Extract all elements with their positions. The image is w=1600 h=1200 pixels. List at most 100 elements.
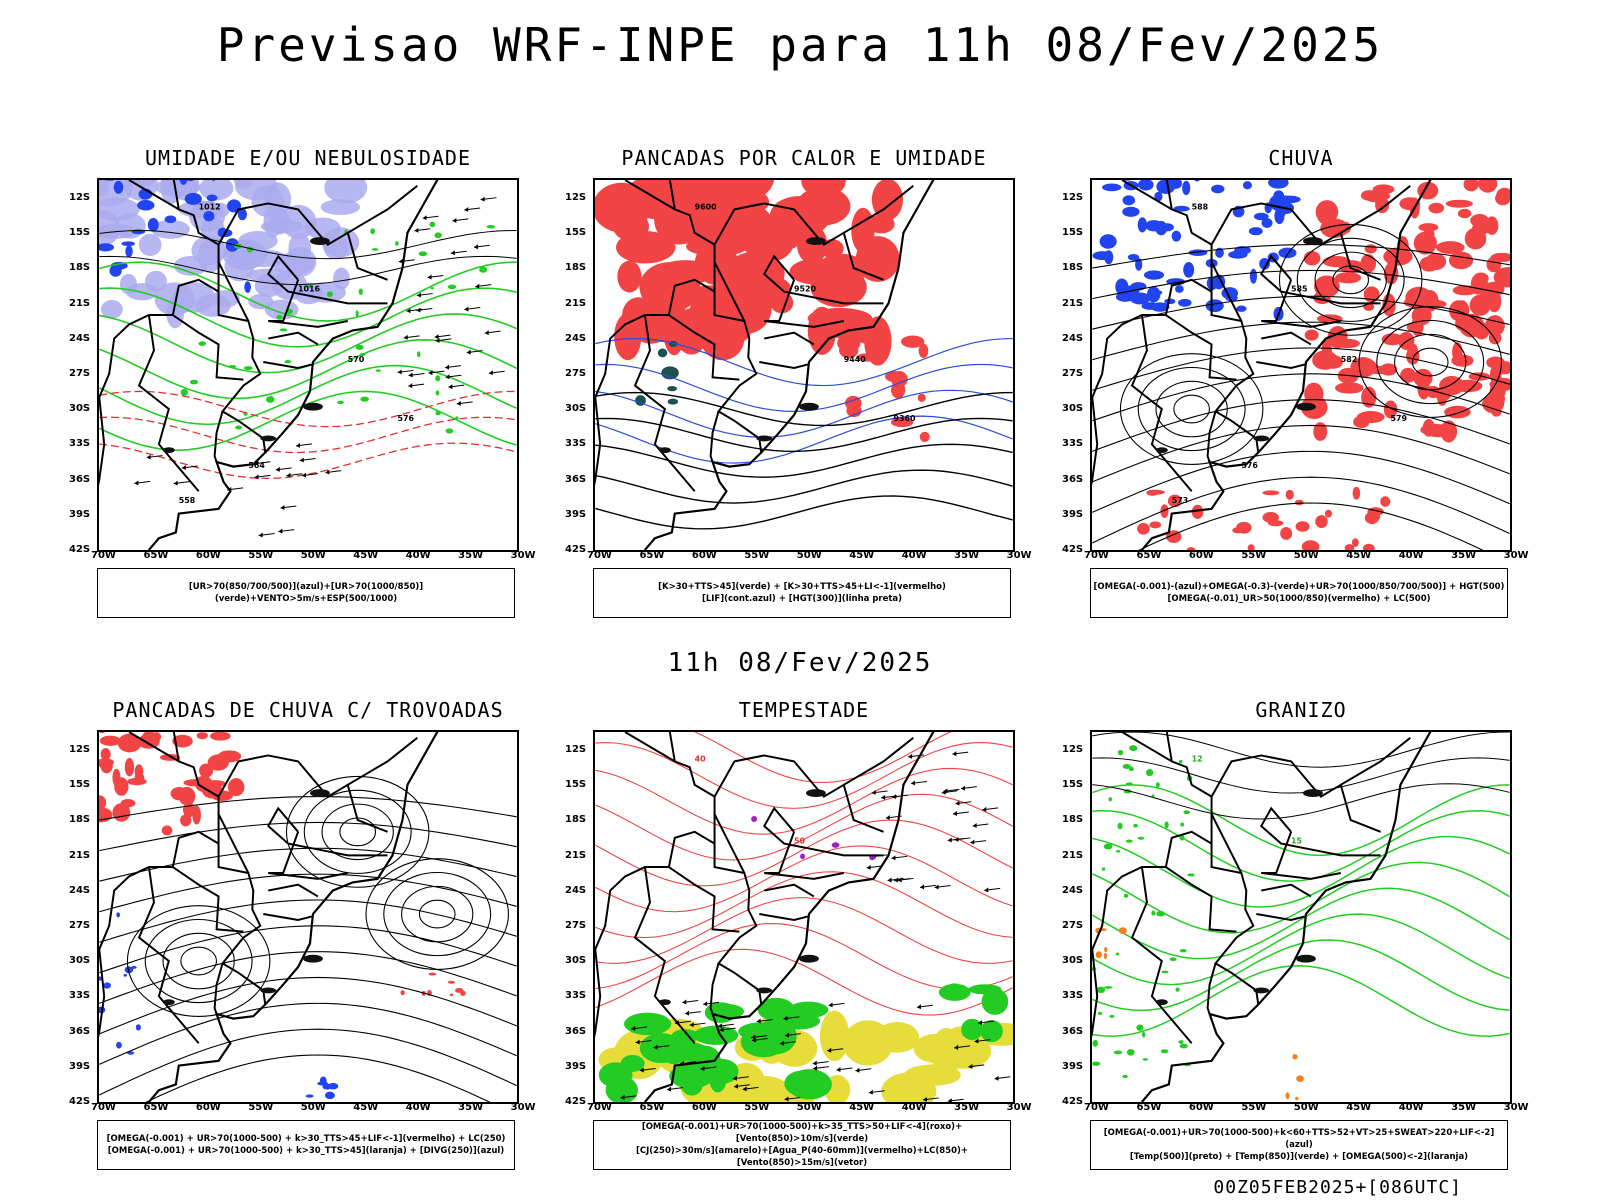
wind-arrow-head bbox=[488, 370, 493, 376]
shaded-field bbox=[1285, 1054, 1304, 1101]
shade-cell bbox=[1304, 329, 1319, 341]
shade-cell bbox=[1205, 299, 1224, 313]
latitude-tick-label: 15S bbox=[1062, 779, 1084, 791]
state-border bbox=[1340, 185, 1411, 234]
state-border bbox=[217, 813, 250, 874]
lake-shape bbox=[1253, 435, 1270, 442]
shade-cell bbox=[371, 248, 379, 251]
wind-arrow-head bbox=[756, 1018, 761, 1024]
wind-arrow-head bbox=[984, 887, 989, 893]
shade-cell bbox=[479, 266, 488, 273]
longitude-tick-label: 40W bbox=[901, 1102, 927, 1113]
shade-cell bbox=[1472, 222, 1491, 235]
shade-cell bbox=[639, 262, 701, 313]
shade-cell bbox=[1115, 849, 1121, 853]
shade-cell bbox=[324, 1091, 335, 1100]
wind-arrow-head bbox=[974, 1038, 979, 1044]
shade-cell bbox=[337, 400, 344, 405]
shade-cell bbox=[358, 288, 363, 295]
shade-cell bbox=[1103, 986, 1113, 989]
wind-arrow-head bbox=[456, 400, 461, 406]
shade-cell bbox=[1463, 180, 1479, 192]
latitude-tick-label: 36S bbox=[565, 1025, 587, 1037]
shade-cell bbox=[131, 965, 137, 969]
shade-cell bbox=[1123, 893, 1129, 898]
streamline bbox=[1092, 450, 1510, 513]
wind-arrow-head bbox=[296, 442, 301, 448]
state-border bbox=[759, 913, 809, 921]
legend-line: [OMEGA(-0.001)-(azul)+OMEGA(-0.3)-(verde… bbox=[1093, 582, 1505, 592]
wind-arrow-head bbox=[416, 292, 421, 298]
shaded-field bbox=[99, 732, 245, 836]
shade-cell bbox=[1249, 268, 1258, 284]
contour-line bbox=[595, 742, 1013, 809]
shade-cell bbox=[430, 287, 434, 290]
state-border bbox=[709, 963, 720, 1015]
longitude-tick-label: 55W bbox=[1241, 1102, 1267, 1113]
latitude-tick-label: 21S bbox=[69, 849, 91, 861]
forecast-map: 1012 1016 570 576 564 558 bbox=[97, 178, 519, 552]
latitude-tick-label: 12S bbox=[1062, 744, 1084, 755]
wind-arrow-head bbox=[911, 780, 915, 786]
shade-cell bbox=[1136, 1024, 1144, 1031]
contour-label: 12 bbox=[1192, 754, 1203, 763]
wind-arrow-head bbox=[742, 1086, 747, 1092]
legend-line: [CJ(250)>30m/s](amarelo)+[Agua_P(40-60mm… bbox=[635, 1146, 969, 1168]
wind-arrow-head bbox=[970, 839, 975, 845]
state-border bbox=[217, 843, 267, 1005]
forecast-map: 588 585 582 579 576 573 bbox=[1090, 178, 1512, 552]
shade-cell bbox=[980, 1019, 1003, 1043]
latitude-tick-label: 24S bbox=[69, 332, 91, 344]
shade-cell bbox=[1242, 181, 1252, 190]
shaded-field bbox=[595, 180, 904, 366]
shade-cell bbox=[961, 1018, 984, 1041]
streamline bbox=[99, 847, 517, 882]
shade-cell bbox=[1129, 745, 1138, 752]
state-border bbox=[764, 831, 844, 880]
shade-cell bbox=[1296, 1075, 1304, 1082]
shade-cell bbox=[194, 294, 231, 317]
shade-cell bbox=[1469, 294, 1491, 316]
longitude-tick-label: 60W bbox=[1188, 550, 1214, 561]
streamline bbox=[99, 873, 517, 913]
circulation-ring bbox=[1314, 251, 1387, 309]
wind-arrow-head bbox=[620, 1094, 625, 1100]
streamline bbox=[99, 796, 517, 821]
state-border bbox=[268, 279, 348, 328]
shade-cell bbox=[1400, 367, 1416, 383]
state-border bbox=[713, 813, 746, 874]
panel-legend: [OMEGA(-0.001) + UR>70(1000-500) + k>30_… bbox=[97, 1120, 515, 1170]
shade-cell bbox=[1253, 212, 1269, 221]
shade-cell bbox=[186, 180, 195, 182]
shade-cell bbox=[1380, 496, 1391, 507]
panel-legend: [K>30+TTS>45](verde) + [K>30+TTS>45+LI<-… bbox=[593, 568, 1011, 618]
state-border bbox=[1340, 737, 1411, 786]
shade-cell bbox=[355, 344, 364, 350]
shade-cell bbox=[730, 180, 775, 199]
shade-cell bbox=[1261, 218, 1273, 229]
latitude-tick-label: 30S bbox=[565, 955, 587, 967]
shade-cell bbox=[1435, 241, 1465, 254]
shade-cell bbox=[123, 973, 127, 977]
shade-cell bbox=[1108, 797, 1113, 802]
shade-cell bbox=[1092, 1039, 1098, 1047]
shade-cell bbox=[1365, 190, 1385, 203]
wind-arrow-head bbox=[427, 274, 432, 280]
wind-arrow-head bbox=[484, 330, 489, 336]
shade-cell bbox=[447, 980, 455, 984]
shade-cell bbox=[612, 211, 650, 241]
shade-cell bbox=[1187, 873, 1195, 877]
coastline bbox=[644, 732, 935, 1102]
shade-cell bbox=[486, 225, 496, 229]
shade-cell bbox=[1160, 504, 1169, 519]
legend-line: [Temp(500)](preto) + [Temp(850)](verde) … bbox=[1129, 1152, 1469, 1162]
streamline bbox=[1092, 373, 1510, 422]
shade-cell bbox=[1169, 957, 1177, 962]
contour-line bbox=[1092, 732, 1510, 768]
shade-cell bbox=[851, 207, 875, 254]
longitude-tick-label: 55W bbox=[248, 1102, 274, 1113]
wind-arrow-head bbox=[173, 480, 178, 486]
circulation-ring bbox=[401, 885, 474, 943]
state-border bbox=[633, 866, 696, 1044]
shade-cell bbox=[180, 388, 188, 396]
